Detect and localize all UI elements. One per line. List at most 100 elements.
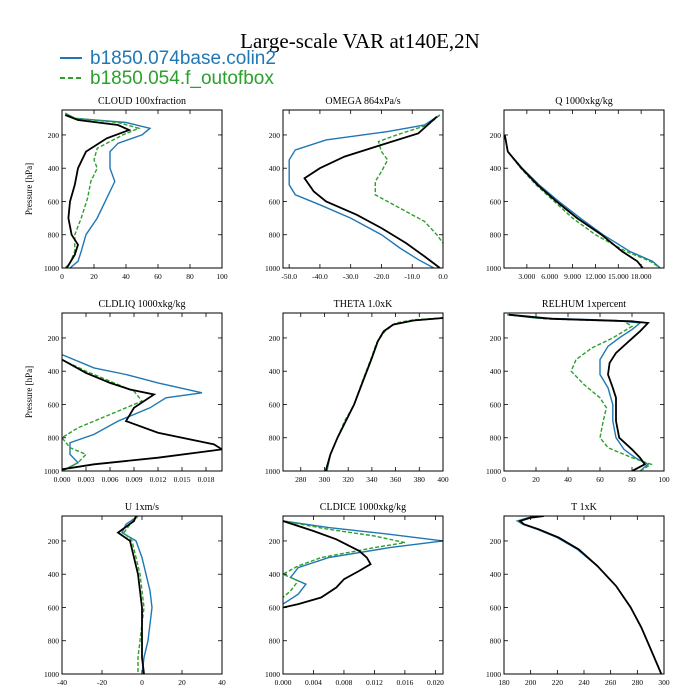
panel-title: U 1xm/s (125, 502, 159, 513)
series-line-2 (374, 114, 443, 244)
series-line-3 (116, 516, 145, 674)
plot-frame (61, 312, 223, 472)
series-line-1 (326, 317, 443, 471)
series-line-3 (303, 116, 441, 268)
y-tick-label: 400 (490, 367, 502, 376)
y-tick-label: 200 (490, 537, 502, 546)
plot-frame (503, 109, 665, 269)
x-tick-label: 0 (60, 272, 64, 281)
y-tick-label: 200 (269, 334, 281, 343)
x-tick-label: 300 (319, 475, 331, 484)
x-tick-label: 300 (658, 678, 670, 687)
y-tick-label: 400 (269, 570, 281, 579)
x-tick-label: -50.0 (281, 272, 297, 281)
series-line-2 (64, 112, 141, 268)
y-tick-label: 800 (48, 434, 60, 443)
x-tick-label: 180 (498, 678, 510, 687)
series-line-1 (283, 520, 443, 605)
x-tick-label: -40.0 (312, 272, 328, 281)
plot-frame (282, 109, 444, 269)
y-tick-label: 800 (48, 637, 60, 646)
y-tick-label: 1000 (44, 467, 59, 476)
series-line-3 (62, 358, 222, 471)
y-tick-label: 800 (490, 231, 502, 240)
series-line-2 (504, 134, 661, 268)
series-line-3 (518, 516, 663, 674)
x-tick-label: -20.0 (374, 272, 390, 281)
y-tick-label: 200 (269, 131, 281, 140)
y-tick-label: 800 (490, 434, 502, 443)
x-tick-label: 0.000 (275, 678, 292, 687)
x-tick-label: 280 (632, 678, 644, 687)
x-tick-label: 0.000 (54, 475, 71, 484)
x-tick-label: 6.000 (541, 272, 558, 281)
x-tick-label: 0.009 (126, 475, 143, 484)
panel-7: U 1xm/s 200 400 600 800 1000-40 -20 0 20 40 (44, 502, 226, 687)
plot-frame (282, 312, 444, 472)
panel-title: Q 1000xkg/kg (555, 96, 613, 107)
x-tick-label: 380 (414, 475, 426, 484)
y-tick-label: 1000 (265, 467, 280, 476)
x-tick-label: -20 (97, 678, 107, 687)
panel-title: CLDLIQ 1000xkg/kg (99, 299, 186, 310)
panel-title: OMEGA 864xPa/s (325, 96, 400, 107)
y-tick-label: 1000 (265, 264, 280, 273)
series-line-3 (508, 313, 650, 471)
plot-frame (503, 515, 665, 675)
y-tick-label: 1000 (265, 670, 280, 679)
y-tick-label: 800 (490, 637, 502, 646)
x-tick-label: 0.004 (305, 678, 322, 687)
x-tick-label: 15.000 (608, 272, 629, 281)
y-tick-label: 1000 (44, 670, 59, 679)
y-tick-label: 1000 (486, 264, 501, 273)
x-tick-label: 260 (605, 678, 617, 687)
x-tick-label: 100 (216, 272, 228, 281)
series-line-1 (507, 314, 650, 471)
y-tick-label: 600 (48, 400, 60, 409)
y-tick-label: 600 (490, 197, 502, 206)
x-tick-label: 220 (552, 678, 564, 687)
y-tick-label: 1000 (486, 467, 501, 476)
x-tick-label: 0.012 (150, 475, 167, 484)
series-line-2 (517, 516, 662, 674)
x-tick-label: 0.020 (427, 678, 444, 687)
legend-label-2: b1850.054.f_outofbox (90, 68, 274, 89)
x-tick-label: 60 (154, 272, 162, 281)
x-tick-label: 60 (596, 475, 604, 484)
x-tick-label: 20 (178, 678, 186, 687)
panel-2: OMEGA 864xPa/s 200 400 600 800 1000-50.0 -40.0… (265, 96, 448, 281)
series-line-2 (62, 358, 144, 471)
y-tick-label: 600 (48, 197, 60, 206)
x-tick-label: 3.000 (518, 272, 535, 281)
series-line-1 (515, 516, 662, 674)
x-tick-label: 80 (628, 475, 636, 484)
y-tick-label: 200 (48, 334, 60, 343)
x-tick-label: 0.008 (336, 678, 353, 687)
plot-frame (61, 109, 223, 269)
x-tick-label: 18.000 (631, 272, 652, 281)
legend-label-1: b1850.074base.colin2 (90, 48, 276, 69)
y-tick-label: 1000 (486, 670, 501, 679)
series-line-1 (121, 516, 153, 674)
y-tick-label: 400 (48, 570, 60, 579)
x-tick-label: 20 (532, 475, 540, 484)
plot-frame (503, 312, 665, 472)
x-tick-label: 100 (658, 475, 670, 484)
y-axis-label: Pressure [hPa] (24, 163, 34, 215)
series-line-2 (283, 520, 406, 599)
y-tick-label: 200 (490, 334, 502, 343)
y-tick-label: 600 (490, 603, 502, 612)
x-tick-label: 0.016 (396, 678, 413, 687)
series-line-1 (288, 114, 441, 268)
x-tick-label: 40 (564, 475, 572, 484)
panel-5: THETA 1.0xK 200 400 600 800 1000 280 300 320 340 3… (265, 299, 449, 484)
y-tick-label: 400 (48, 367, 60, 376)
series-line-3 (504, 134, 644, 268)
y-tick-label: 600 (48, 603, 60, 612)
series-line-1 (62, 353, 203, 471)
plot-frame (282, 515, 444, 675)
